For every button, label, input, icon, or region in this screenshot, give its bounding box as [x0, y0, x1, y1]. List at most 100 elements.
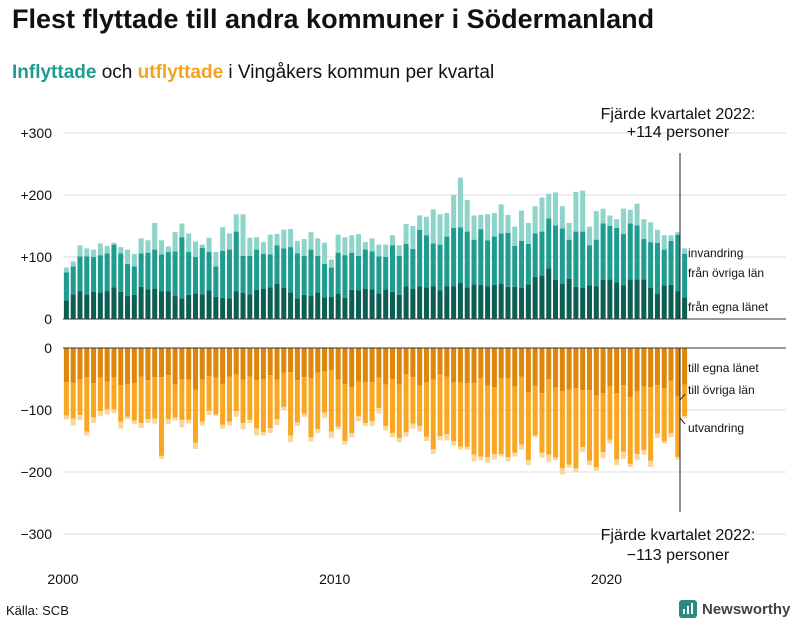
- bar-out-segment: [396, 384, 402, 438]
- bar-in-segment: [240, 214, 246, 256]
- bar-in-segment: [675, 234, 681, 292]
- bar-out-segment: [675, 457, 681, 460]
- bar-out-segment: [369, 421, 375, 427]
- bar-in-segment: [376, 293, 382, 319]
- bar-in-segment: [247, 255, 253, 295]
- bar-out-segment: [505, 378, 511, 458]
- y-tick-label: −200: [20, 464, 52, 480]
- bar-out-segment: [519, 348, 525, 377]
- bar-out-segment: [172, 384, 178, 418]
- bar-out-segment: [199, 379, 205, 422]
- bar-in-segment: [104, 253, 110, 292]
- bar-in-segment: [682, 248, 688, 254]
- bar-in-segment: [444, 236, 450, 287]
- bar-in-segment: [505, 232, 511, 287]
- bar-out-segment: [97, 411, 103, 417]
- bar-out-segment: [675, 396, 681, 458]
- bar-out-segment: [172, 348, 178, 385]
- bar-in-segment: [199, 244, 205, 248]
- bar-in-segment: [634, 225, 640, 280]
- bar-in-segment: [539, 197, 545, 232]
- bar-out-segment: [254, 380, 260, 429]
- bar-in-segment: [505, 286, 511, 319]
- bar-in-segment: [641, 239, 647, 280]
- bar-out-segment: [423, 382, 429, 437]
- bar-out-segment: [342, 441, 348, 445]
- bar-out-segment: [111, 348, 117, 378]
- bar-out-segment: [260, 348, 266, 379]
- bar-in-segment: [125, 249, 131, 264]
- brand-logo[interactable]: Newsworthy: [679, 600, 790, 618]
- bar-out-segment: [614, 393, 620, 460]
- bar-in-segment: [566, 278, 572, 319]
- bar-in-segment: [328, 296, 334, 319]
- annotation-bottom-text: Fjärde kvartalet 2022:: [601, 527, 756, 544]
- bar-in-segment: [491, 284, 497, 319]
- bar-in-segment: [403, 243, 409, 287]
- bar-out-segment: [600, 393, 606, 453]
- gridlines: [63, 132, 786, 535]
- bar-in-segment: [410, 248, 416, 289]
- bar-out-segment: [661, 348, 667, 389]
- bar-in-segment: [179, 223, 185, 238]
- bar-out-segment: [70, 348, 76, 383]
- bar-out-segment: [607, 439, 613, 444]
- y-tick-label: +200: [20, 187, 52, 203]
- x-tick-labels: 2000 2010 2020: [47, 571, 622, 587]
- bar-out-segment: [322, 371, 328, 413]
- bar-in-segment: [226, 298, 232, 319]
- bar-out-segment: [546, 379, 552, 455]
- bar-out-segment: [179, 348, 185, 379]
- bar-in-segment: [383, 289, 389, 319]
- bar-out-segment: [199, 348, 205, 380]
- bar-in-segment: [91, 249, 97, 257]
- bar-in-segment: [519, 240, 525, 288]
- bar-in-segment: [186, 233, 192, 253]
- bar-in-segment: [206, 237, 212, 253]
- bar-in-segment: [63, 272, 69, 301]
- bar-out-segment: [308, 378, 314, 438]
- bar-out-segment: [328, 370, 334, 432]
- bar-in-segment: [213, 296, 219, 319]
- bar-out-segment: [654, 348, 660, 386]
- bar-out-segment: [288, 348, 294, 373]
- bar-in-segment: [220, 297, 226, 319]
- bar-in-segment: [152, 222, 158, 250]
- bar-out-segment: [274, 419, 280, 425]
- bar-in-segment: [84, 248, 90, 257]
- bar-out-segment: [437, 436, 443, 441]
- bar-in-segment: [206, 252, 212, 291]
- bar-out-segment: [220, 424, 226, 429]
- bar-out-segment: [70, 418, 76, 426]
- bar-out-segment: [403, 374, 409, 433]
- bar-out-segment: [654, 385, 660, 434]
- y-tick-labels: +300 +200 +100 0 0 −100 −200 −300: [20, 125, 52, 542]
- bar-in-segment: [315, 292, 321, 319]
- bar-out-segment: [430, 348, 436, 380]
- bar-in-segment: [607, 215, 613, 226]
- bar-out-segment: [410, 377, 416, 424]
- bar-out-segment: [356, 416, 362, 422]
- bar-out-segment: [84, 431, 90, 436]
- bar-in-segment: [593, 211, 599, 240]
- bar-in-segment: [553, 279, 559, 319]
- bar-out-segment: [607, 348, 613, 387]
- bar-out-segment: [491, 387, 497, 455]
- bar-out-segment: [580, 390, 586, 448]
- source-note: Källa: SCB: [6, 603, 69, 618]
- bar-in-segment: [274, 283, 280, 319]
- y-tick-label: +300: [20, 125, 52, 141]
- bar-out-segment: [505, 457, 511, 462]
- bar-out-segment: [301, 413, 307, 417]
- bar-out-segment: [335, 348, 341, 380]
- bar-out-segment: [573, 348, 579, 389]
- bar-out-segment: [294, 348, 300, 381]
- bar-in-segment: [546, 218, 552, 269]
- bar-in-segment: [97, 292, 103, 319]
- bar-out-segment: [478, 378, 484, 457]
- bar-in-segment: [118, 247, 124, 254]
- bar-out-segment: [260, 379, 266, 433]
- bar-out-segment: [586, 390, 593, 461]
- bar-in-segment: [586, 245, 593, 286]
- bar-in-segment: [70, 266, 76, 295]
